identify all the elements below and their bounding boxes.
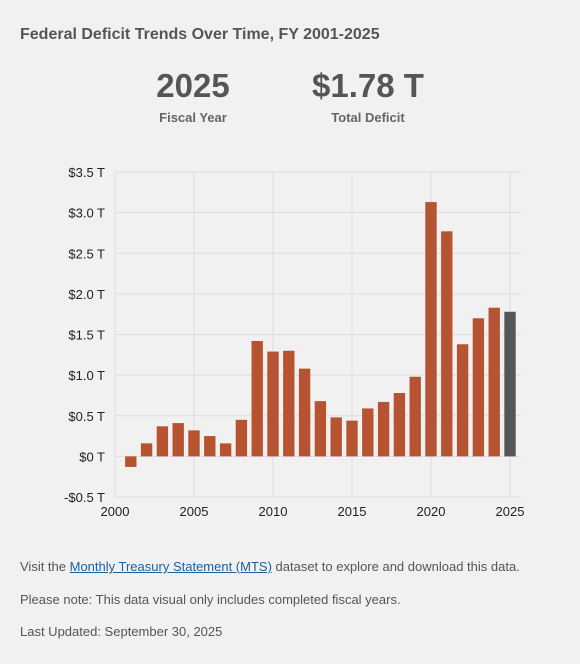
fiscal-year-stat: 2025 Fiscal Year bbox=[150, 66, 236, 125]
fiscal-year-label: Fiscal Year bbox=[159, 110, 227, 125]
bar-2005[interactable] bbox=[188, 430, 200, 457]
fiscal-year-value: 2025 bbox=[156, 67, 230, 104]
total-deficit-value: $1.78 T bbox=[312, 67, 424, 104]
y-axis: -$0.5 T $0 T $0.5 T $1.0 T $1.5 T $2.0 T $2.5 … bbox=[64, 165, 105, 505]
bar-2014[interactable] bbox=[330, 417, 342, 457]
bar-2008[interactable] bbox=[235, 419, 248, 457]
bar-2010[interactable] bbox=[267, 351, 279, 457]
bar-2021[interactable] bbox=[441, 231, 453, 457]
bar-2016[interactable] bbox=[362, 408, 374, 457]
bar-2019[interactable] bbox=[409, 376, 421, 457]
deficit-bar-chart: -$0.5 T $0 T $0.5 T $1.0 T $1.5 T $2.0 T $2.5 … bbox=[64, 165, 525, 519]
bar-2023[interactable] bbox=[472, 318, 485, 457]
bar-2009[interactable] bbox=[251, 341, 263, 457]
y-tick-label: $3.0 T bbox=[68, 206, 105, 221]
chart-title: Federal Deficit Trends Over Time, FY 200… bbox=[20, 26, 380, 43]
bar-2004[interactable] bbox=[172, 423, 184, 457]
x-tick-label: 2005 bbox=[180, 504, 209, 519]
y-tick-label: $0.5 T bbox=[68, 409, 105, 424]
bar-2025[interactable] bbox=[504, 311, 516, 457]
footer-visit-suffix: dataset to explore and download this dat… bbox=[271, 559, 520, 574]
bars bbox=[125, 202, 516, 467]
bar-2003[interactable] bbox=[156, 426, 169, 457]
x-tick-label: 2000 bbox=[101, 504, 130, 519]
bar-2001[interactable] bbox=[125, 456, 137, 467]
bar-2020[interactable] bbox=[425, 202, 437, 457]
y-tick-label: $2.5 T bbox=[68, 246, 105, 261]
bar-2018[interactable] bbox=[393, 393, 406, 457]
x-tick-label: 2010 bbox=[259, 504, 288, 519]
y-tick-label: $1.0 T bbox=[68, 368, 105, 383]
x-tick-label: 2025 bbox=[496, 504, 525, 519]
bar-2024[interactable] bbox=[488, 307, 500, 457]
bar-2007[interactable] bbox=[219, 443, 232, 457]
bar-2012[interactable] bbox=[298, 368, 311, 457]
footer-visit-text: Visit the Monthly Treasury Statement (MT… bbox=[20, 559, 520, 574]
bar-2006[interactable] bbox=[204, 436, 216, 457]
y-tick-label: $0 T bbox=[79, 449, 105, 464]
bar-2017[interactable] bbox=[377, 401, 390, 457]
y-tick-label: -$0.5 T bbox=[64, 490, 105, 505]
last-updated: Last Updated: September 30, 2025 bbox=[20, 624, 223, 639]
mts-link[interactable]: Monthly Treasury Statement (MTS) bbox=[69, 559, 272, 574]
total-deficit-stat: $1.78 T Total Deficit bbox=[300, 66, 436, 125]
bar-2015[interactable] bbox=[346, 420, 358, 457]
bar-2022[interactable] bbox=[456, 344, 469, 457]
footer-visit-prefix: Visit the bbox=[20, 559, 70, 574]
y-tick-label: $1.5 T bbox=[68, 328, 105, 343]
bar-2002[interactable] bbox=[140, 443, 153, 457]
x-axis: 2000 2005 2010 2015 2020 2025 bbox=[101, 504, 525, 519]
x-tick-label: 2020 bbox=[417, 504, 446, 519]
bar-2013[interactable] bbox=[314, 401, 327, 457]
y-tick-label: $3.5 T bbox=[68, 165, 105, 180]
x-tick-label: 2015 bbox=[338, 504, 367, 519]
bar-2011[interactable] bbox=[283, 350, 295, 457]
y-tick-label: $2.0 T bbox=[68, 287, 105, 302]
footer-note: Please note: This data visual only inclu… bbox=[20, 592, 401, 607]
total-deficit-label: Total Deficit bbox=[331, 110, 405, 125]
